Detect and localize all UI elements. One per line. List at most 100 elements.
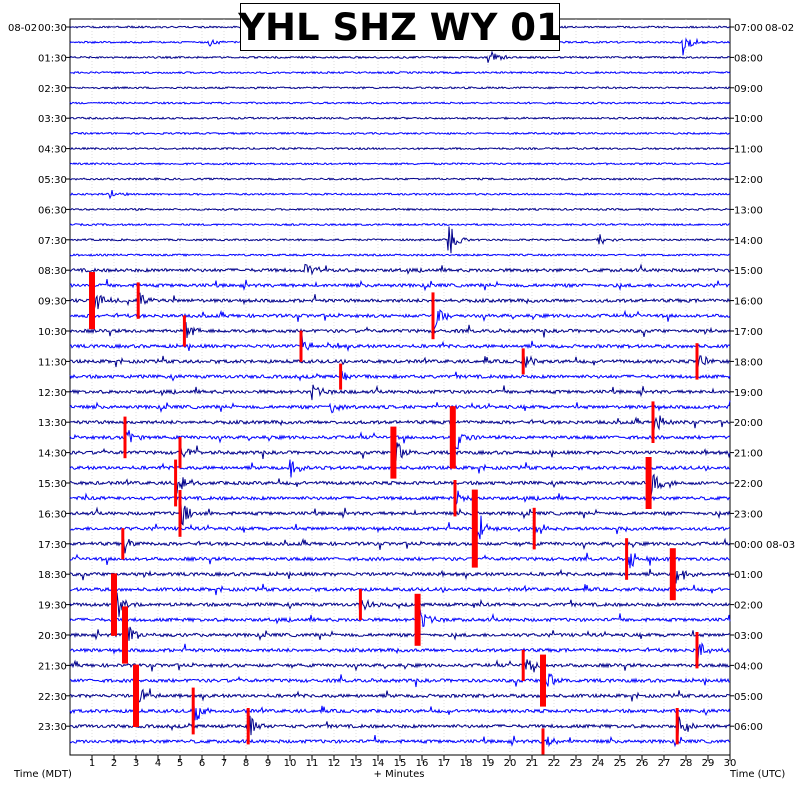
utc-hour-label: 11:00 xyxy=(734,145,763,156)
mdt-hour-labels: 00:30 01:30 02:30 03:30 04:30 05:30 06:30 07:30… xyxy=(38,23,70,733)
utc-hour-label: 05:00 xyxy=(734,692,763,703)
utc-hour-label: 07:00 xyxy=(734,23,763,34)
clipped-signal-markers xyxy=(89,272,699,755)
trace-line xyxy=(69,309,731,330)
x-tick-label: 7 xyxy=(221,758,227,769)
x-tick-label: 15 xyxy=(394,758,407,769)
utc-hour-label: 19:00 xyxy=(734,388,763,399)
x-tick-label: 24 xyxy=(592,758,605,769)
mdt-hour-label: 23:30 xyxy=(38,722,67,733)
x-tick-label: 12 xyxy=(328,758,341,769)
utc-hour-label: 22:00 xyxy=(734,479,763,490)
x-tick-label: 11 xyxy=(306,758,319,769)
trace-line xyxy=(69,146,731,151)
mdt-hour-label: 10:30 xyxy=(38,327,67,338)
mdt-hour-label: 13:30 xyxy=(38,418,67,429)
trace-line xyxy=(69,430,731,450)
utc-hour-label: 08:00 xyxy=(734,53,763,64)
mdt-hour-label: 08:30 xyxy=(38,266,67,277)
trace-line xyxy=(69,666,731,688)
x-axis-label-mdt: Time (MDT) xyxy=(13,769,72,780)
trace-line xyxy=(69,162,731,166)
x-axis-ticks: 1 2 3 4 5 6 7 8 9 10 11 12 13 14 15 16 17 18 19 20 21 22 23 24 2… xyxy=(89,755,736,769)
trace-line xyxy=(69,190,731,200)
trace-line xyxy=(69,712,731,737)
clip-marker xyxy=(625,538,629,580)
x-tick-label: 17 xyxy=(438,758,451,769)
mdt-hour-label: 06:30 xyxy=(38,205,67,216)
x-tick-label: 8 xyxy=(243,758,249,769)
trace-line xyxy=(69,734,731,748)
clip-marker xyxy=(651,401,655,443)
utc-hour-label: 13:00 xyxy=(734,205,763,216)
clip-marker xyxy=(178,437,182,469)
mdt-hour-label: 05:30 xyxy=(38,175,67,186)
utc-hour-label: 01:00 xyxy=(734,570,763,581)
trace-line xyxy=(69,50,731,63)
utc-hour-label: 17:00 xyxy=(734,327,763,338)
trace-line xyxy=(69,263,731,276)
clip-marker xyxy=(453,480,457,517)
trace-line xyxy=(69,659,731,677)
x-tick-label: 20 xyxy=(504,758,517,769)
x-tick-label: 25 xyxy=(614,758,627,769)
mdt-hour-label: 00:30 xyxy=(38,23,67,34)
mdt-hour-label: 21:30 xyxy=(38,661,67,672)
clip-marker xyxy=(174,459,178,507)
clip-marker xyxy=(390,426,397,479)
x-tick-label: 9 xyxy=(265,758,271,769)
x-axis-label-utc: Time (UTC) xyxy=(729,769,785,780)
x-tick-label: 4 xyxy=(155,758,161,769)
clip-marker xyxy=(121,528,125,560)
x-tick-label: 16 xyxy=(416,758,429,769)
trace-line xyxy=(69,676,731,718)
clip-marker xyxy=(669,548,676,601)
mdt-hour-label: 18:30 xyxy=(38,570,67,581)
utc-hour-label: 04:00 xyxy=(734,661,763,672)
utc-hour-label: 16:00 xyxy=(734,297,763,308)
utc-hour-label: 03:00 xyxy=(734,631,763,642)
trace-line xyxy=(69,532,731,554)
utc-hour-label: 06:00 xyxy=(734,722,763,733)
clip-marker xyxy=(136,282,140,319)
clip-marker xyxy=(89,272,95,330)
clip-marker xyxy=(122,606,128,664)
trace-line xyxy=(69,349,731,370)
trace-line xyxy=(69,583,731,596)
mdt-hour-label: 03:30 xyxy=(38,114,67,125)
x-tick-label: 28 xyxy=(680,758,693,769)
clip-marker xyxy=(191,687,195,735)
clip-marker xyxy=(414,593,421,646)
trace-line xyxy=(69,552,730,569)
trace-line xyxy=(69,279,731,292)
trace-line xyxy=(69,384,731,400)
mdt-hour-label: 07:30 xyxy=(38,236,67,247)
trace-line xyxy=(69,370,731,382)
trace-line xyxy=(69,222,731,227)
utc-hour-label: 21:00 xyxy=(734,449,763,460)
mdt-hour-label: 14:30 xyxy=(38,449,67,460)
date-right: 08-02 xyxy=(765,23,794,34)
trace-line xyxy=(69,565,731,584)
trace-line xyxy=(69,278,731,312)
trace-line xyxy=(69,207,731,212)
clip-marker xyxy=(695,343,699,380)
utc-hour-label: 09:00 xyxy=(734,84,763,95)
trace-line xyxy=(69,400,731,414)
trace-line xyxy=(69,592,731,621)
trace-line xyxy=(70,70,731,75)
utc-hour-label: 00:00 08-03 xyxy=(734,540,795,551)
x-tick-label: 23 xyxy=(570,758,583,769)
clip-marker xyxy=(431,292,435,340)
clip-marker xyxy=(645,457,652,509)
trace-line xyxy=(69,322,731,339)
trace-line xyxy=(69,415,731,435)
mdt-hour-label: 19:30 xyxy=(38,601,67,612)
x-tick-label: 18 xyxy=(460,758,473,769)
utc-hour-label: 12:00 xyxy=(734,175,763,186)
utc-hour-label: 10:00 xyxy=(734,114,763,125)
mdt-hour-label: 11:30 xyxy=(38,357,67,368)
x-tick-label: 10 xyxy=(284,758,297,769)
trace-line xyxy=(69,334,731,352)
